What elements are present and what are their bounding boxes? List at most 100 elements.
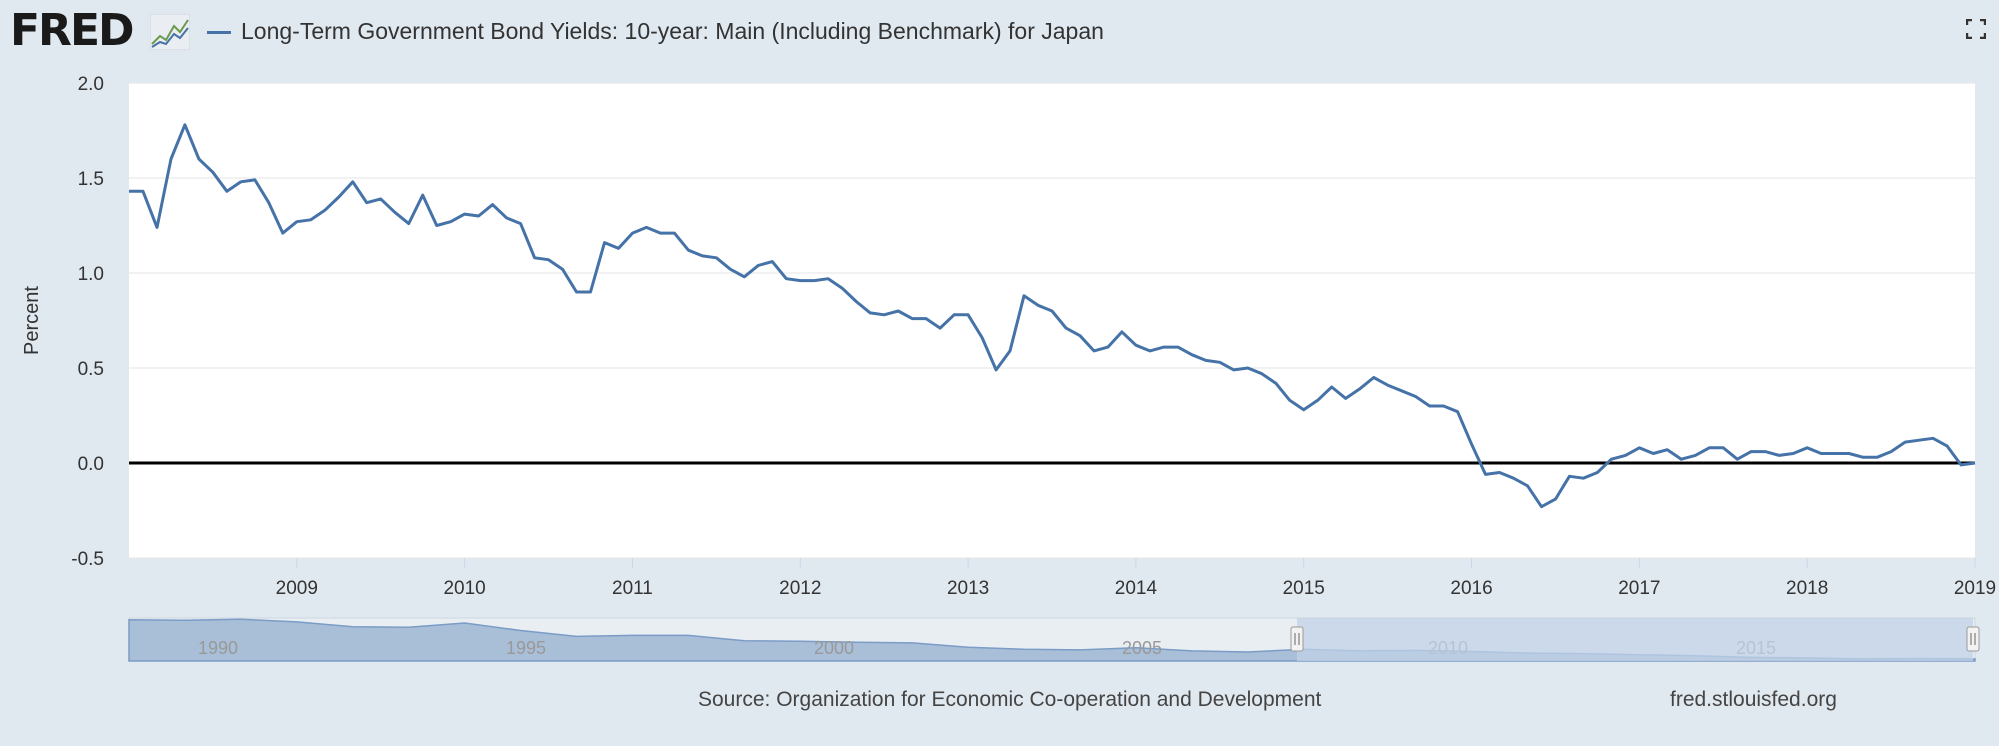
- data-point[interactable]: [1790, 451, 1796, 457]
- data-point[interactable]: [1902, 439, 1908, 445]
- data-point[interactable]: [546, 257, 552, 263]
- data-point[interactable]: [1035, 302, 1041, 308]
- data-point[interactable]: [615, 245, 621, 251]
- data-point[interactable]: [448, 219, 454, 225]
- data-point[interactable]: [504, 215, 510, 221]
- data-point[interactable]: [1427, 403, 1433, 409]
- data-point[interactable]: [1538, 504, 1544, 510]
- data-point[interactable]: [1916, 437, 1922, 443]
- data-point[interactable]: [182, 122, 188, 128]
- data-point[interactable]: [895, 308, 901, 314]
- data-point[interactable]: [965, 312, 971, 318]
- data-point[interactable]: [224, 188, 230, 194]
- data-point[interactable]: [518, 221, 524, 227]
- data-point[interactable]: [266, 200, 272, 206]
- data-point[interactable]: [1399, 388, 1405, 394]
- data-point[interactable]: [657, 230, 663, 236]
- data-point[interactable]: [1245, 365, 1251, 371]
- data-point[interactable]: [532, 255, 538, 261]
- data-point[interactable]: [853, 299, 859, 305]
- data-point[interactable]: [420, 192, 426, 198]
- data-point[interactable]: [1888, 449, 1894, 455]
- data-point[interactable]: [1622, 452, 1628, 458]
- data-point[interactable]: [1524, 483, 1530, 489]
- data-point[interactable]: [1385, 382, 1391, 388]
- data-point[interactable]: [727, 266, 733, 272]
- data-point[interactable]: [196, 156, 202, 162]
- data-point[interactable]: [1371, 375, 1377, 381]
- data-point[interactable]: [168, 156, 174, 162]
- data-point[interactable]: [364, 200, 370, 206]
- data-point[interactable]: [1958, 462, 1964, 468]
- data-point[interactable]: [476, 213, 482, 219]
- data-point[interactable]: [322, 207, 328, 213]
- data-point[interactable]: [1483, 471, 1489, 477]
- data-point[interactable]: [1748, 449, 1754, 455]
- data-point[interactable]: [1874, 454, 1880, 460]
- data-point[interactable]: [1077, 333, 1083, 339]
- data-point[interactable]: [1678, 456, 1684, 462]
- data-point[interactable]: [685, 247, 691, 253]
- data-point[interactable]: [238, 179, 244, 185]
- data-point[interactable]: [1972, 460, 1978, 466]
- data-point[interactable]: [1315, 397, 1321, 403]
- data-point[interactable]: [1133, 342, 1139, 348]
- data-point[interactable]: [1105, 344, 1111, 350]
- data-point[interactable]: [1734, 456, 1740, 462]
- data-point[interactable]: [392, 209, 398, 215]
- data-point[interactable]: [1049, 308, 1055, 314]
- data-point[interactable]: [1636, 445, 1642, 451]
- data-point[interactable]: [1147, 348, 1153, 354]
- data-point[interactable]: [1497, 470, 1503, 476]
- data-point[interactable]: [1357, 386, 1363, 392]
- data-point[interactable]: [1455, 409, 1461, 415]
- data-point[interactable]: [1552, 496, 1558, 502]
- data-point[interactable]: [1413, 394, 1419, 400]
- data-point[interactable]: [713, 255, 719, 261]
- data-point[interactable]: [825, 276, 831, 282]
- data-point[interactable]: [1580, 475, 1586, 481]
- data-point[interactable]: [434, 223, 440, 229]
- data-point[interactable]: [1566, 473, 1572, 479]
- data-point[interactable]: [1119, 329, 1125, 335]
- data-point[interactable]: [755, 262, 761, 268]
- data-point[interactable]: [629, 230, 635, 236]
- data-point[interactable]: [1650, 451, 1656, 457]
- data-point[interactable]: [1762, 449, 1768, 455]
- data-point[interactable]: [1692, 452, 1698, 458]
- data-point[interactable]: [951, 312, 957, 318]
- data-point[interactable]: [378, 196, 384, 202]
- data-point[interactable]: [1776, 452, 1782, 458]
- data-point[interactable]: [1091, 348, 1097, 354]
- data-point[interactable]: [252, 177, 258, 183]
- data-point[interactable]: [280, 230, 286, 236]
- data-point[interactable]: [1189, 352, 1195, 358]
- data-point[interactable]: [1203, 357, 1209, 363]
- data-point[interactable]: [126, 188, 132, 194]
- data-point[interactable]: [1608, 456, 1614, 462]
- data-point[interactable]: [741, 274, 747, 280]
- data-point[interactable]: [979, 335, 985, 341]
- data-point[interactable]: [1287, 397, 1293, 403]
- data-point[interactable]: [1818, 451, 1824, 457]
- data-point[interactable]: [462, 211, 468, 217]
- data-point[interactable]: [1007, 348, 1013, 354]
- data-point[interactable]: [937, 325, 943, 331]
- data-point[interactable]: [783, 276, 789, 282]
- data-point[interactable]: [406, 221, 412, 227]
- data-point[interactable]: [560, 266, 566, 272]
- data-point[interactable]: [154, 224, 160, 230]
- data-point[interactable]: [1063, 325, 1069, 331]
- data-point[interactable]: [1175, 344, 1181, 350]
- data-point[interactable]: [1301, 407, 1307, 413]
- navigator-handle-right[interactable]: [1966, 626, 1980, 652]
- data-point[interactable]: [1594, 470, 1600, 476]
- data-point[interactable]: [1441, 403, 1447, 409]
- data-point[interactable]: [797, 278, 803, 284]
- data-point[interactable]: [1161, 344, 1167, 350]
- data-point[interactable]: [1231, 367, 1237, 373]
- data-point[interactable]: [588, 289, 594, 295]
- data-point[interactable]: [1329, 384, 1335, 390]
- data-point[interactable]: [699, 253, 705, 259]
- data-point[interactable]: [1860, 454, 1866, 460]
